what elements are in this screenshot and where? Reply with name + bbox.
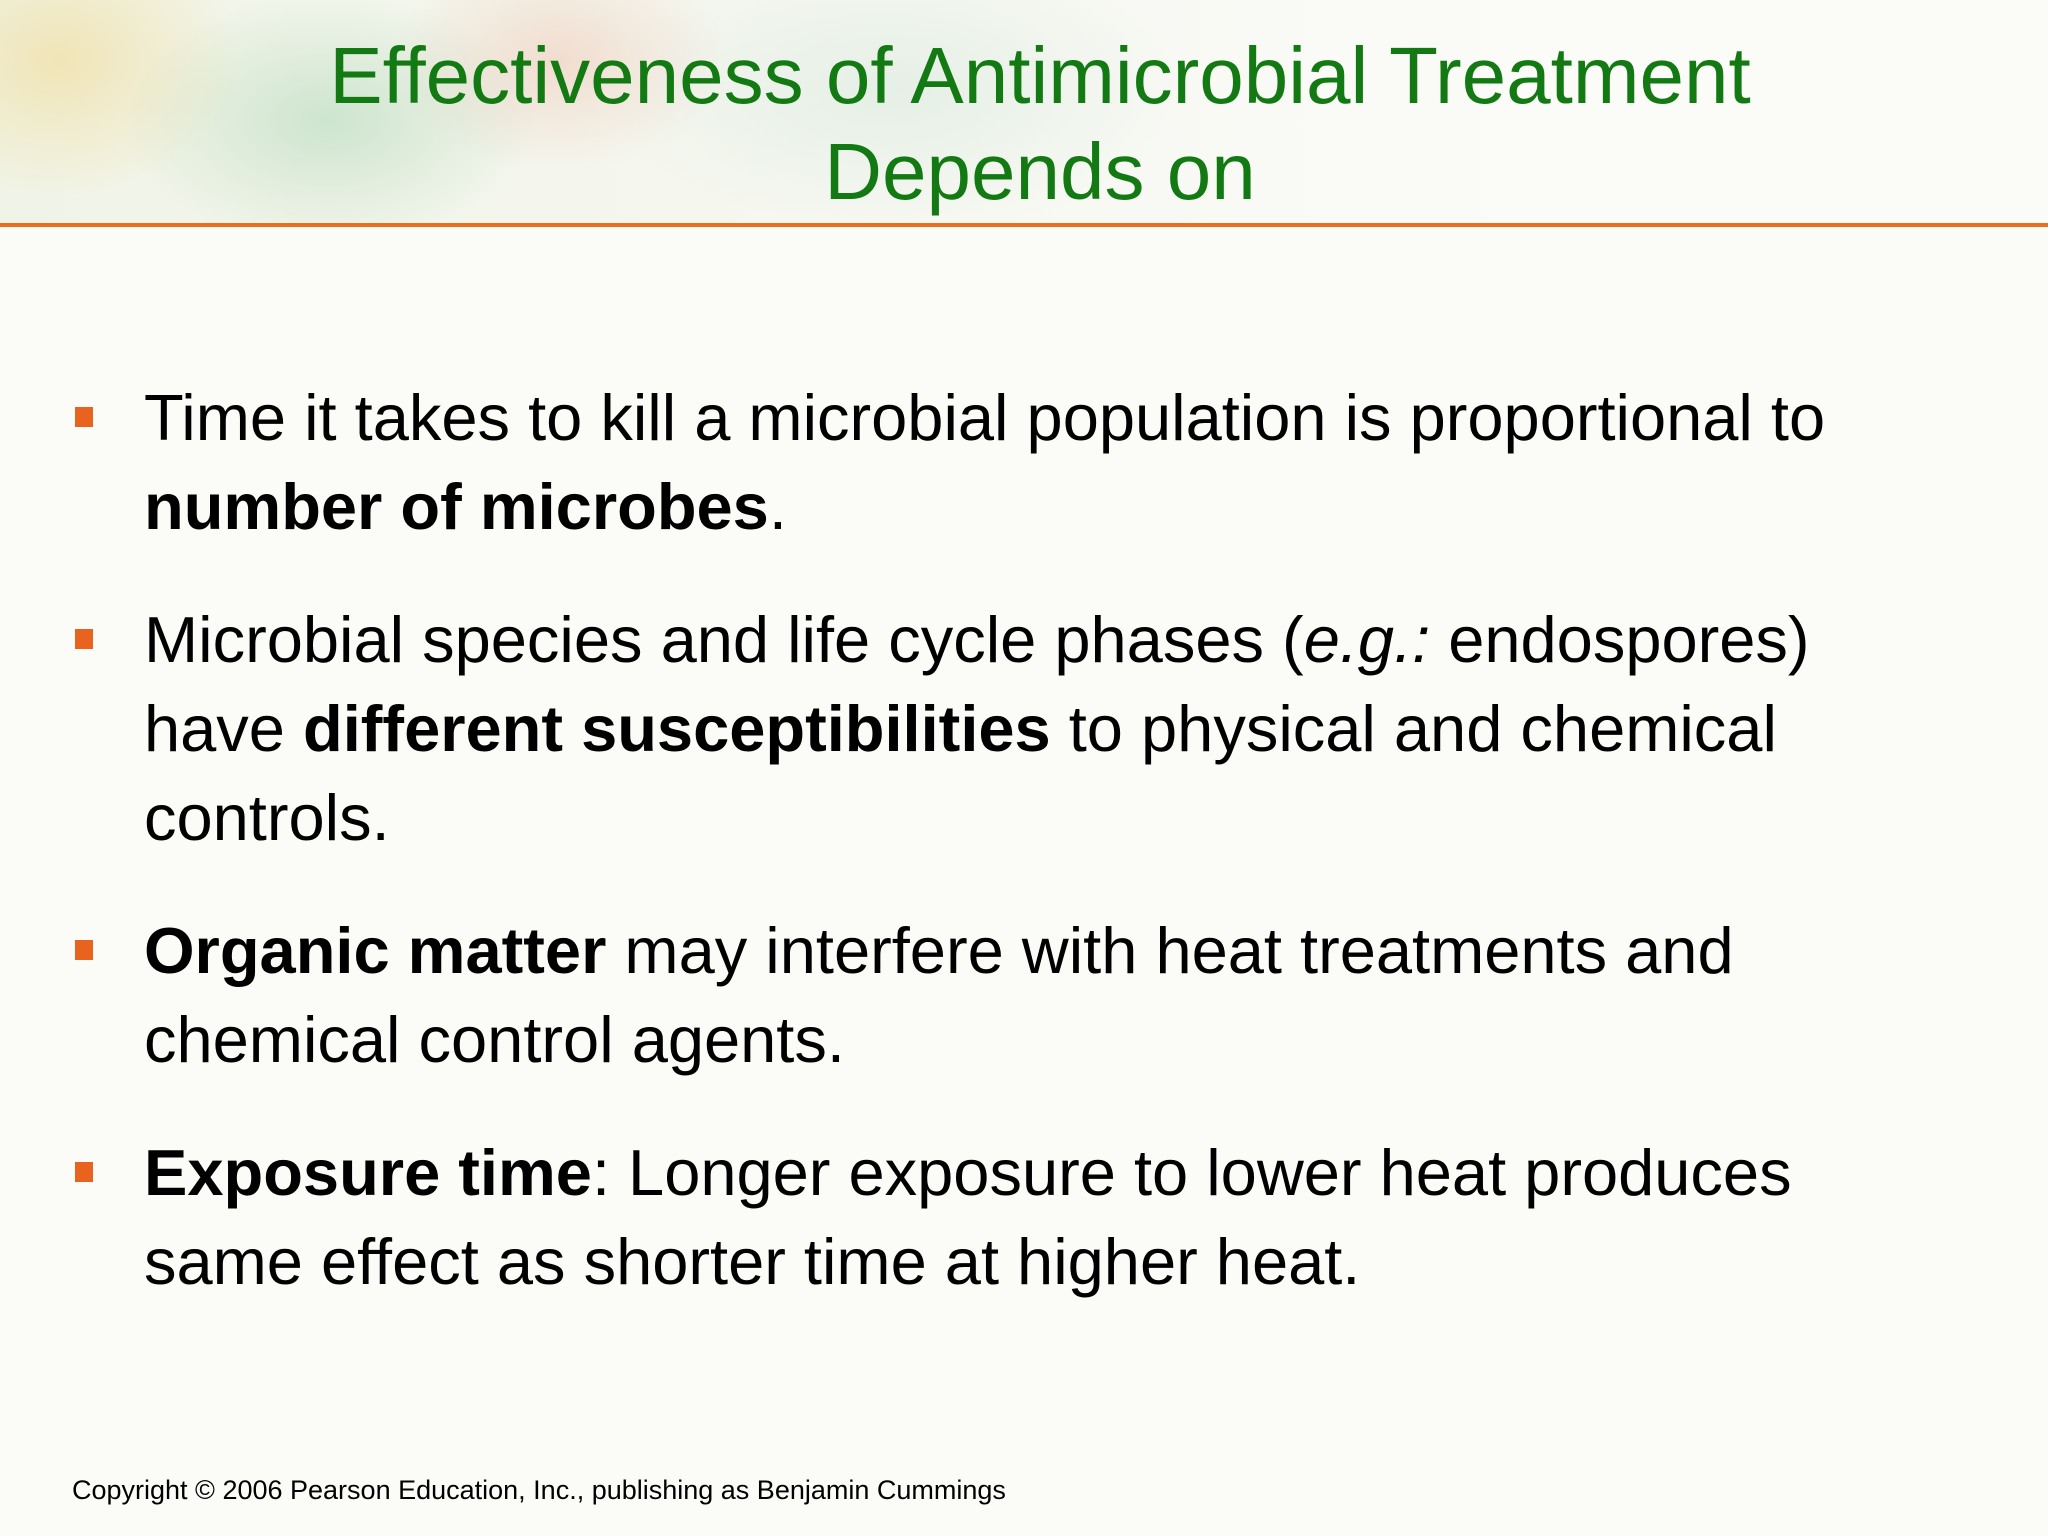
copyright: Copyright © 2006 Pearson Education, Inc.… xyxy=(72,1475,1006,1505)
text: Time it takes to kill a microbial popula… xyxy=(144,381,1826,454)
background-art xyxy=(0,0,2048,225)
bold-text: number of microbes xyxy=(144,470,769,543)
bullet-marker xyxy=(75,940,93,960)
title-rule xyxy=(0,223,2048,227)
text: may interfere with heat treatments and c… xyxy=(144,914,1734,1076)
bullet: Organic matter may interfere with heat t… xyxy=(0,906,1884,1084)
bold-text: different susceptibilities xyxy=(303,692,1051,765)
italic-text: e.g.: xyxy=(1303,603,1431,676)
text: . xyxy=(768,470,787,543)
bullet: Time it takes to kill a microbial popula… xyxy=(0,373,1884,551)
bullet-marker xyxy=(75,1162,93,1182)
text: to physical and chemical controls. xyxy=(144,692,1777,854)
bold-text: Exposure time xyxy=(144,1136,592,1209)
bullet: Microbial species and life cycle phases … xyxy=(0,595,1884,862)
bold-text: Organic matter xyxy=(144,914,607,987)
bullet-marker xyxy=(75,407,93,427)
bullet-marker xyxy=(75,629,93,649)
text: Microbial species and life cycle phases … xyxy=(144,603,1304,676)
text: endospores) have xyxy=(144,603,1810,765)
text: : Longer exposure to lower heat produces… xyxy=(144,1136,1792,1298)
slide-title: Effectiveness of Antimicrobial Treatment… xyxy=(329,31,1751,216)
bullet-list: Time it takes to kill a microbial popula… xyxy=(0,373,1884,1350)
bullet: Exposure time: Longer exposure to lower … xyxy=(0,1128,1884,1306)
